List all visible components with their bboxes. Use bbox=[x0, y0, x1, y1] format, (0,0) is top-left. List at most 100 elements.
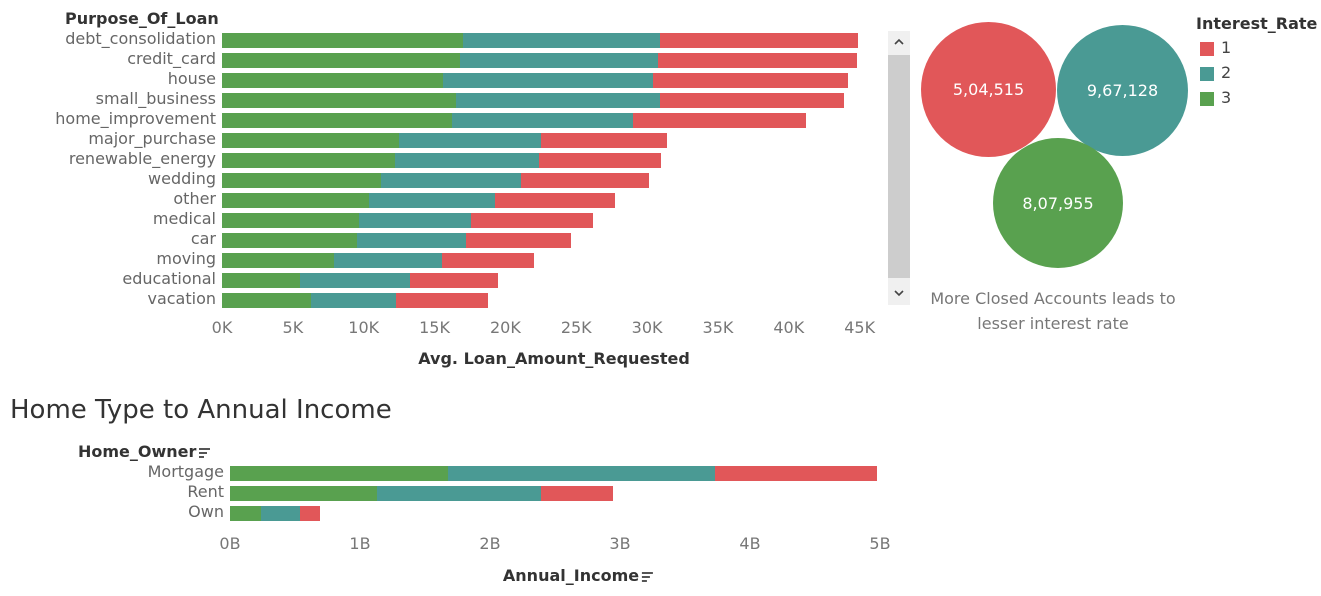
category-label-car: car bbox=[190, 229, 216, 248]
bubble-caption: More Closed Accounts leads to lesser int… bbox=[930, 289, 1176, 333]
bubble-rate-1[interactable]: 5,04,515 bbox=[921, 22, 1056, 157]
sort-icon[interactable] bbox=[199, 448, 211, 458]
bar-debt-consolidation-rate-1[interactable] bbox=[659, 32, 859, 48]
bar-small-business-rate-3[interactable] bbox=[222, 92, 456, 108]
category-label-renewable-energy: renewable_energy bbox=[68, 149, 216, 168]
x-tick-4b: 4B bbox=[739, 534, 761, 553]
legend-title: Interest_Rate bbox=[1196, 14, 1318, 33]
bar-major-purchase-rate-2[interactable] bbox=[399, 132, 541, 148]
bar-major-purchase-rate-1[interactable] bbox=[540, 132, 667, 148]
x-tick-20k: 20K bbox=[489, 318, 521, 337]
bar-medical-rate-1[interactable] bbox=[471, 212, 594, 228]
bar-mortgage-rate-3[interactable] bbox=[230, 465, 449, 481]
bar-educational-rate-2[interactable] bbox=[299, 272, 411, 288]
x-tick-5b: 5B bbox=[869, 534, 891, 553]
bar-credit-card-rate-1[interactable] bbox=[658, 52, 857, 68]
bar-debt-consolidation-rate-2[interactable] bbox=[462, 32, 660, 48]
purpose-header: Purpose_Of_Loan bbox=[65, 9, 219, 28]
bar-renewable-energy-rate-2[interactable] bbox=[394, 152, 540, 168]
axis-sort-icon[interactable] bbox=[642, 572, 654, 582]
x-tick-0b: 0B bbox=[219, 534, 241, 553]
bar-vacation-rate-1[interactable] bbox=[396, 292, 489, 308]
scroll-up-button[interactable] bbox=[888, 35, 910, 49]
bar-wedding-rate-2[interactable] bbox=[380, 172, 521, 188]
bar-house-rate-2[interactable] bbox=[443, 72, 653, 88]
bar-rent-rate-2[interactable] bbox=[376, 485, 541, 501]
bar-credit-card-rate-2[interactable] bbox=[460, 52, 659, 68]
chevron-down-icon bbox=[894, 290, 904, 297]
category-label-wedding: wedding bbox=[148, 169, 216, 188]
purpose-bars-area bbox=[222, 30, 888, 310]
bar-wedding-rate-3[interactable] bbox=[222, 172, 381, 188]
category-label-moving: moving bbox=[156, 249, 216, 268]
bar-credit-card-rate-3[interactable] bbox=[222, 52, 461, 68]
bar-vacation-rate-2[interactable] bbox=[311, 292, 397, 308]
home-owner-header: Home_Owner bbox=[78, 442, 211, 461]
bar-car-rate-3[interactable] bbox=[222, 232, 357, 248]
bar-major-purchase-rate-3[interactable] bbox=[222, 132, 400, 148]
x-tick-40k: 40K bbox=[773, 318, 805, 337]
category-label-own: Own bbox=[188, 502, 224, 521]
category-label-other: other bbox=[173, 189, 216, 208]
chevron-up-icon bbox=[894, 38, 904, 45]
scroll-down-button[interactable] bbox=[888, 287, 910, 301]
bar-car-rate-2[interactable] bbox=[356, 232, 466, 248]
bar-moving-rate-3[interactable] bbox=[222, 252, 334, 268]
bar-home-improvement-rate-2[interactable] bbox=[451, 112, 633, 128]
bar-house-rate-3[interactable] bbox=[222, 72, 444, 88]
legend-swatch-3[interactable] bbox=[1200, 92, 1214, 106]
bar-educational-rate-3[interactable] bbox=[222, 272, 300, 288]
bar-small-business-rate-1[interactable] bbox=[659, 92, 845, 108]
bar-educational-rate-1[interactable] bbox=[410, 272, 499, 288]
bar-mortgage-rate-1[interactable] bbox=[714, 465, 878, 481]
home-x-axis-title-text: Annual_Income bbox=[502, 566, 640, 585]
bar-own-rate-2[interactable] bbox=[261, 505, 301, 521]
bar-other-rate-2[interactable] bbox=[369, 192, 496, 208]
x-tick-15k: 15K bbox=[419, 318, 450, 337]
bar-medical-rate-2[interactable] bbox=[359, 212, 472, 228]
bar-house-rate-1[interactable] bbox=[652, 72, 849, 88]
bar-vacation-rate-3[interactable] bbox=[222, 292, 312, 308]
x-tick-3b: 3B bbox=[609, 534, 631, 553]
home-bars-area bbox=[230, 463, 912, 523]
scroll-thumb[interactable] bbox=[888, 55, 910, 278]
category-label-credit-card: credit_card bbox=[127, 49, 216, 68]
legend-swatch-1[interactable] bbox=[1200, 42, 1214, 56]
bar-other-rate-1[interactable] bbox=[495, 192, 615, 208]
category-label-major-purchase: major_purchase bbox=[88, 129, 216, 148]
bar-home-improvement-rate-1[interactable] bbox=[632, 112, 806, 128]
bar-rent-rate-1[interactable] bbox=[540, 485, 614, 501]
bar-wedding-rate-1[interactable] bbox=[520, 172, 649, 188]
bar-moving-rate-2[interactable] bbox=[333, 252, 442, 268]
bar-own-rate-3[interactable] bbox=[230, 505, 262, 521]
purpose-x-axis-title: Avg. Loan_Amount_Requested bbox=[418, 349, 690, 368]
bar-own-rate-1[interactable] bbox=[300, 505, 320, 521]
x-tick-10k: 10K bbox=[348, 318, 380, 337]
legend-swatch-2[interactable] bbox=[1200, 67, 1214, 81]
category-label-educational: educational bbox=[122, 269, 216, 288]
x-tick-25k: 25K bbox=[560, 318, 592, 337]
bar-moving-rate-1[interactable] bbox=[441, 252, 534, 268]
bar-rent-rate-3[interactable] bbox=[230, 485, 377, 501]
purpose-scrollbar[interactable] bbox=[888, 31, 910, 305]
home-x-axis-title: Annual_Income bbox=[502, 566, 654, 585]
x-tick-2b: 2B bbox=[479, 534, 501, 553]
bar-medical-rate-3[interactable] bbox=[222, 212, 360, 228]
bubble-rate-2-label: 9,67,128 bbox=[1086, 81, 1159, 100]
category-label-rent: Rent bbox=[187, 482, 224, 501]
legend-label-2: 2 bbox=[1221, 63, 1232, 82]
bubble-rate-2[interactable]: 9,67,128 bbox=[1057, 25, 1188, 156]
category-label-debt-consolidation: debt_consolidation bbox=[65, 29, 216, 48]
bar-mortgage-rate-2[interactable] bbox=[448, 465, 715, 481]
bar-other-rate-3[interactable] bbox=[222, 192, 370, 208]
bar-small-business-rate-2[interactable] bbox=[455, 92, 660, 108]
x-tick-0k: 0K bbox=[211, 318, 233, 337]
category-label-house: house bbox=[167, 69, 216, 88]
category-label-medical: medical bbox=[152, 209, 216, 228]
bubble-rate-3[interactable]: 8,07,955 bbox=[993, 138, 1123, 268]
bar-home-improvement-rate-3[interactable] bbox=[222, 112, 452, 128]
bar-debt-consolidation-rate-3[interactable] bbox=[222, 32, 463, 48]
bar-car-rate-1[interactable] bbox=[465, 232, 571, 248]
bar-renewable-energy-rate-3[interactable] bbox=[222, 152, 395, 168]
bar-renewable-energy-rate-1[interactable] bbox=[539, 152, 662, 168]
